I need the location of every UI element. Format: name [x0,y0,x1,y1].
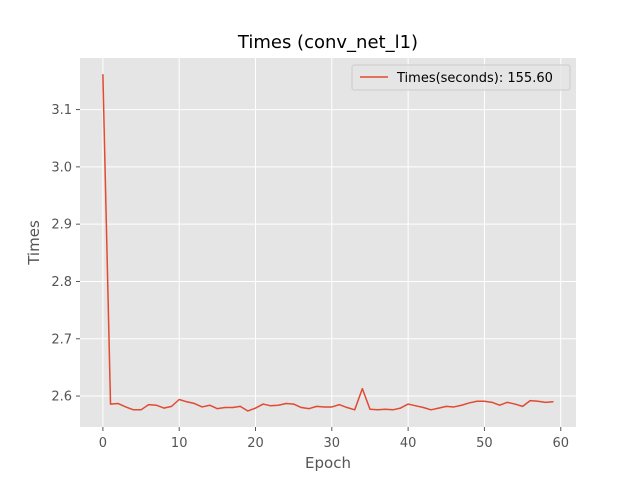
data-series [102,74,554,412]
data-point [369,408,371,410]
data-point [392,409,394,411]
data-point [460,404,463,406]
series-line [102,74,554,412]
data-point [201,406,203,408]
data-point [476,400,478,402]
data-point [247,410,249,412]
axis-ticks: 0 10 20 30 40 50 60 2.6 2.7 2.8 2.9 3.0 3.1 [51,103,569,451]
data-point [315,405,318,407]
data-point [224,406,226,409]
data-point [125,406,127,408]
y-tick-label: 2.8 [51,275,72,290]
data-point [544,401,547,403]
data-point [438,407,440,409]
data-point [193,402,196,405]
x-axis-label: Epoch [305,454,351,472]
data-point [277,404,279,406]
data-point [155,404,157,406]
data-point [254,407,257,409]
chart-title: Times (conv_net_l1) [237,32,418,53]
data-point [506,401,508,403]
x-tick-label: 20 [247,436,264,451]
data-point [491,401,493,403]
legend-box [351,64,571,91]
data-point [109,403,112,405]
data-point [300,406,302,409]
data-point [209,404,211,406]
y-axis-label: Times [25,220,43,266]
data-point [178,398,180,401]
data-point [552,401,554,403]
data-point [170,405,173,407]
data-point [270,405,272,407]
data-point [140,409,142,411]
x-tick-label: 10 [171,436,188,451]
data-point [422,406,424,409]
data-point [453,406,455,408]
data-point [399,407,402,409]
data-point [148,404,150,406]
x-tick-label: 0 [99,436,107,451]
data-point [216,408,218,410]
data-point [262,403,264,405]
data-point [132,409,135,411]
data-point [468,402,470,404]
data-point [377,409,379,411]
grid [80,58,576,427]
data-point [346,406,348,409]
data-point [499,404,501,406]
legend-label: Times(seconds): 155.60 [396,71,553,86]
y-tick-label: 3.1 [51,103,72,118]
data-point [239,405,241,407]
data-point [102,74,104,76]
data-point [186,401,188,403]
data-point [338,404,341,406]
data-point [232,406,234,409]
data-point [384,408,386,410]
data-point [407,403,409,405]
y-tick-label: 3.0 [51,160,72,175]
data-point [514,403,516,405]
data-point [331,406,333,408]
data-point [117,402,119,405]
data-point [445,405,447,407]
data-point [537,400,539,402]
data-point [430,409,432,411]
data-point [285,402,287,405]
x-tick-label: 50 [476,436,493,451]
legend: Times(seconds): 155.60 [351,64,571,91]
data-point [361,388,363,390]
data-point [293,403,295,405]
plot-area [80,58,576,427]
y-tick-label: 2.9 [51,218,72,233]
data-point [521,405,524,407]
data-point [483,400,486,402]
data-point [308,408,310,410]
data-point [323,406,325,408]
y-tick-label: 2.6 [51,390,72,405]
data-point [163,407,165,409]
x-tick-label: 30 [324,436,341,451]
data-point [529,400,531,402]
data-point [415,405,417,407]
data-point [354,409,356,411]
x-tick-label: 40 [400,436,417,451]
y-tick-label: 2.7 [51,332,72,347]
x-tick-label: 60 [552,436,569,451]
